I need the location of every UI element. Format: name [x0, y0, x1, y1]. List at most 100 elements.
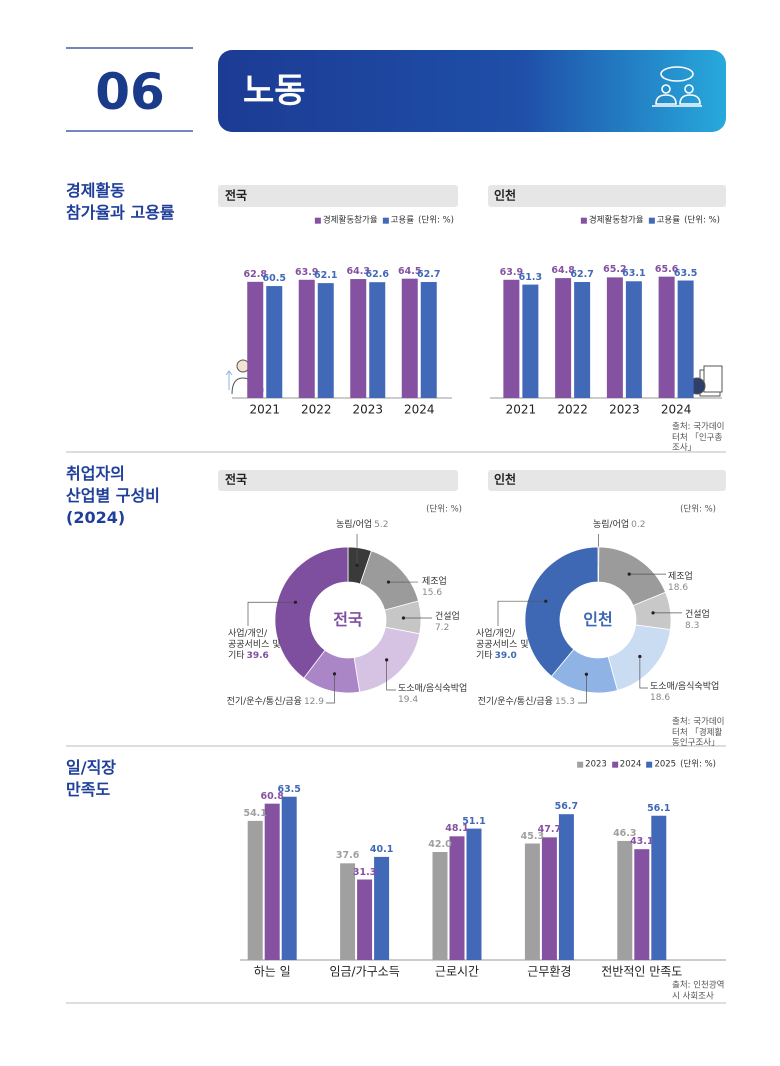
- x-tick-label: 2023: [609, 402, 640, 417]
- bar: [374, 856, 390, 960]
- leader-dot: [651, 611, 655, 615]
- header-banner: [218, 50, 726, 132]
- center-label: 전국: [333, 610, 363, 629]
- section-title: 경제활동 참가율과 고용률: [66, 181, 175, 222]
- legend: 2023 2024 2025 (단위: %): [572, 760, 716, 771]
- unit-label: (단위: %): [426, 504, 462, 515]
- bar: [625, 281, 642, 398]
- bar: [634, 849, 650, 960]
- value-label: 7.2: [435, 623, 450, 633]
- unit-label: (단위: %): [418, 215, 454, 226]
- value-label: 42.0: [428, 839, 452, 851]
- panel-band: [488, 470, 726, 491]
- value-label: 56.7: [554, 801, 579, 813]
- leader-dot: [386, 580, 391, 584]
- leader-line: [386, 659, 396, 691]
- header-number: 06: [95, 62, 165, 121]
- category-label: 건설업: [685, 610, 710, 620]
- legend-swatch: [314, 218, 321, 224]
- value-label: 60.8: [260, 790, 284, 802]
- leader-dot: [627, 572, 631, 576]
- bar: [264, 803, 280, 960]
- unit-label: (단위: %): [680, 759, 716, 770]
- value-label: 48.1: [445, 823, 469, 835]
- x-tick-label: 2021: [505, 402, 537, 417]
- legend-label: 2024: [619, 759, 642, 770]
- bar: [247, 281, 264, 398]
- value-label: 65.2: [603, 264, 627, 276]
- source: 출처: 국가데이터처 「경제활동인구조사」: [672, 717, 725, 749]
- segment-label: 제조업 15.6: [422, 577, 447, 599]
- value-label: 56.1: [647, 802, 671, 814]
- value-label: 54.1: [243, 807, 267, 819]
- segment-label: 도소매/음식숙박업 19.4: [398, 684, 467, 706]
- value-label: 62.8: [243, 268, 267, 280]
- legend-label: 2023: [585, 759, 607, 770]
- bar: [369, 282, 386, 398]
- x-tick-label: 2024: [660, 402, 692, 417]
- leader-dot: [385, 658, 389, 662]
- bar: [357, 879, 373, 960]
- bar: [524, 843, 540, 960]
- value-label: 60.5: [262, 273, 286, 285]
- bar: [317, 283, 334, 398]
- value-label: 43.1: [630, 836, 654, 848]
- section-title: 일/직장 만족도: [66, 758, 117, 799]
- value-label: 39.0: [494, 651, 517, 661]
- value-label: 61.3: [518, 271, 543, 283]
- category-label: 농림/어업: [593, 520, 630, 530]
- header-icon: [652, 66, 702, 107]
- panel-band: [488, 185, 726, 207]
- x-tick-label: 근로시간: [434, 964, 480, 979]
- category-label: 사업/개인/ 공공서비스 및 기타: [476, 629, 529, 661]
- x-tick-label: 2024: [403, 402, 435, 417]
- segment-label: 도소매/음식숙박업 18.6: [650, 682, 719, 704]
- bar: [340, 863, 356, 960]
- bar: [522, 284, 539, 398]
- bar: [617, 840, 633, 960]
- unit-label: (단위: %): [684, 215, 720, 226]
- money-icon: [688, 365, 723, 397]
- category-label: 도소매/음식숙박업: [650, 682, 720, 692]
- category-label: 도소매/음식숙박업: [398, 684, 468, 694]
- category-label: 전기/운수/통신/금융: [477, 697, 553, 707]
- category-label: 전기/운수/통신/금융: [226, 697, 302, 707]
- value-label: 40.1: [369, 843, 394, 855]
- bar: [449, 836, 465, 960]
- segment-label: 사업/개인/ 공공서비스 및 기타 39.0: [476, 629, 529, 662]
- leader-dot: [401, 616, 406, 620]
- legend: 경제활동참가율 고용률 (단위: %): [576, 216, 720, 227]
- legend-swatch: [646, 762, 653, 768]
- value-label: 62.1: [314, 270, 338, 282]
- source: 출처: 인천광역시 사회조사: [672, 980, 725, 1001]
- leader-line: [247, 601, 296, 626]
- segment-label: 농림/어업 0.2: [593, 520, 645, 531]
- value-label: 19.4: [398, 695, 419, 705]
- value-label: 65.6: [654, 263, 679, 275]
- x-tick-label: 근무환경: [527, 964, 572, 979]
- bar: [658, 276, 675, 398]
- value-label: 37.6: [335, 850, 360, 862]
- header-title: 노동: [243, 70, 306, 111]
- leader-dot: [584, 672, 589, 676]
- bar: [574, 282, 591, 398]
- value-label: 15.3: [554, 697, 575, 707]
- legend-label: 2025: [654, 759, 677, 770]
- value-label: 47.7: [537, 824, 562, 836]
- category-label: 사업/개인/ 공공서비스 및 기타: [228, 629, 281, 661]
- value-label: 62.7: [570, 269, 594, 281]
- segment-label: 전기/운수/통신/금융 12.9: [227, 697, 324, 708]
- leader-dot: [332, 672, 337, 676]
- value-label: 39.6: [246, 651, 269, 661]
- category-label: 제조업: [668, 572, 693, 582]
- panel-label: 인천: [494, 188, 517, 203]
- x-tick-label: 2023: [352, 402, 384, 417]
- value-label: 63.9: [499, 266, 524, 278]
- legend-swatch: [382, 218, 389, 224]
- bar: [432, 852, 448, 960]
- leader-line: [578, 674, 587, 704]
- legend: 경제활동참가율 고용률 (단위: %): [310, 216, 454, 227]
- category-label: 농림/어업: [336, 520, 373, 530]
- leader-dot: [355, 563, 359, 567]
